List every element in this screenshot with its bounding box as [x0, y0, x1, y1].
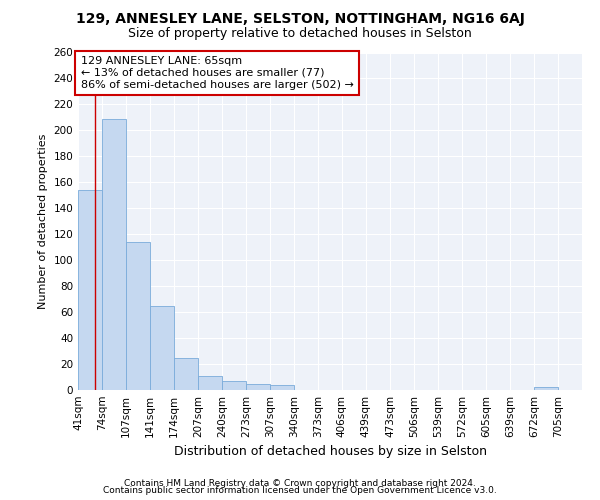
- Text: Contains public sector information licensed under the Open Government Licence v3: Contains public sector information licen…: [103, 486, 497, 495]
- X-axis label: Distribution of detached houses by size in Selston: Distribution of detached houses by size …: [173, 446, 487, 458]
- Text: 129 ANNESLEY LANE: 65sqm
← 13% of detached houses are smaller (77)
86% of semi-d: 129 ANNESLEY LANE: 65sqm ← 13% of detach…: [81, 56, 354, 90]
- Bar: [78, 190, 102, 390]
- Bar: [246, 384, 271, 390]
- Bar: [271, 385, 294, 390]
- Bar: [198, 376, 222, 390]
- Y-axis label: Number of detached properties: Number of detached properties: [38, 134, 48, 309]
- Bar: [222, 381, 246, 390]
- Text: Size of property relative to detached houses in Selston: Size of property relative to detached ho…: [128, 28, 472, 40]
- Text: Contains HM Land Registry data © Crown copyright and database right 2024.: Contains HM Land Registry data © Crown c…: [124, 478, 476, 488]
- Bar: [534, 388, 558, 390]
- Bar: [102, 118, 126, 390]
- Bar: [151, 306, 174, 390]
- Bar: [174, 358, 198, 390]
- Text: 129, ANNESLEY LANE, SELSTON, NOTTINGHAM, NG16 6AJ: 129, ANNESLEY LANE, SELSTON, NOTTINGHAM,…: [76, 12, 524, 26]
- Bar: [126, 242, 151, 390]
